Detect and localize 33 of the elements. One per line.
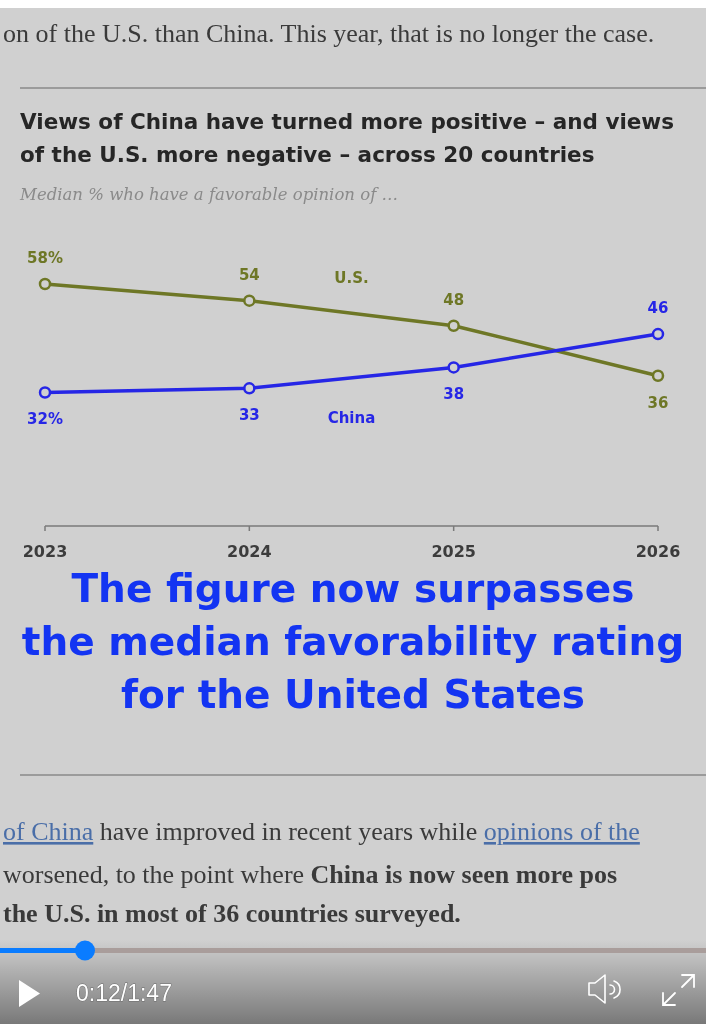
- point: [243, 294, 256, 307]
- data-label: 54: [238, 265, 260, 284]
- text: of China: [3, 817, 94, 846]
- point: [651, 327, 665, 341]
- data-label: 32%: [27, 410, 63, 429]
- point: [651, 369, 665, 383]
- point: [38, 386, 52, 399]
- series-label: U.S.: [334, 269, 369, 288]
- text: The figure now surpasses the median favorability rating for the United States: [21, 566, 685, 717]
- text: opinions of the: [483, 817, 640, 846]
- data-label: 48: [443, 290, 465, 309]
- x-tick-label: 2026: [635, 542, 681, 561]
- x-tick-label: 2023: [22, 542, 68, 561]
- data-label: 36: [647, 393, 669, 412]
- chart-title: Views of China have turned more positive – and views of the U.S. more negative – across 20 countries: [20, 109, 675, 167]
- text: have improved in recent years while: [99, 817, 478, 846]
- data-label: 33: [238, 406, 260, 425]
- data-label: 58%: [27, 249, 63, 267]
- point: [447, 361, 460, 374]
- chart-subtitle: Median % who have a favorable opinion of …: [19, 185, 398, 204]
- text: the U.S. in most of 36 countries surveyed.: [3, 899, 461, 928]
- text: China is now seen more pos: [310, 860, 618, 889]
- series-label: China: [327, 408, 376, 427]
- x-tick-label: 2024: [227, 542, 272, 561]
- x-tick-label: 2025: [431, 542, 476, 561]
- text: 0:12/1:47: [76, 980, 172, 1006]
- point: [243, 382, 256, 395]
- data-label: 46: [647, 299, 669, 318]
- point: [38, 277, 52, 291]
- text: on of the U.S. than China. This year, that is no longer the case.: [3, 19, 655, 48]
- point: [447, 319, 460, 332]
- text: worsened, to the point where: [3, 860, 305, 889]
- data-label: 38: [443, 385, 465, 404]
